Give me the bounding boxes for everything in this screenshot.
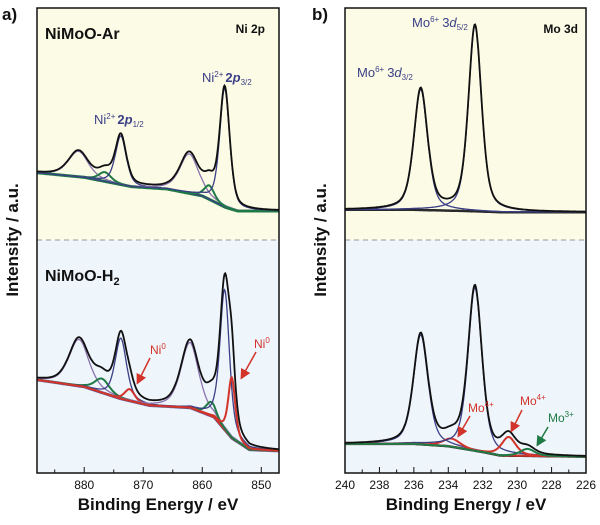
panel-a-y-axis-title: Intensity / a.u. [3,183,22,296]
peak-label-mo4-right: Mo4+ [520,393,546,408]
x-tick-label: 228 [542,478,562,492]
panel-b-x-axis-title: Binding Energy / eV [386,495,547,514]
fit-component-ni0-855 [36,376,279,452]
arrow-mo4-left [457,415,471,438]
sample-label-nimoo-h2: NiMoO-H2 [45,268,120,288]
panel-b: 240 238 236 234 232 230 228 226 b) Mo 3d Mo6+ 3d… [311,5,596,514]
sample-label-nimoo-ar: NiMoO-Ar [45,26,120,43]
x-tick-label: 880 [74,478,94,492]
peak-label-mo3: Mo3+ [548,410,574,425]
x-tick-label: 850 [251,478,271,492]
x-tick-label: 870 [133,478,153,492]
fit-component-mo3-229.4 [345,442,586,458]
x-tick-label: 232 [473,478,493,492]
x-tick-label: 238 [369,478,389,492]
arrow-ni0-right [240,351,257,380]
peak-label-mo6-3d52: Mo6+ 3d5/2 [412,15,468,32]
panel-a-label: a) [2,5,17,24]
panel-b-top-background [345,8,586,240]
x-tick-label: 236 [404,478,424,492]
panel-b-bottom-background [345,240,586,473]
peak-label-ni0-left: Ni0 [150,342,166,357]
arrow-mo4-right [510,409,523,433]
panel-a-curves [36,83,280,453]
arrow-mo3 [536,426,549,447]
x-tick-label: 240 [335,478,355,492]
peak-label-mo4-left: Mo4+ [468,400,494,415]
panel-a: 880 870 860 850 a) Ni 2p NiMoO-Ar NiMoO-H2 … [2,5,280,514]
panel-b-label: b) [312,5,328,24]
envelope-curve [345,23,586,213]
panel-b-title: Mo 3d [543,22,578,36]
x-tick-label: 860 [192,478,212,492]
panel-a-frame [36,7,280,474]
envelope-curve [37,83,280,211]
panel-a-x-axis-title: Binding Energy / eV [78,495,239,514]
peak-label-ni0-right: Ni0 [254,336,270,351]
panel-b-curves [345,23,587,458]
x-tick-label: 226 [576,478,596,492]
panel-a-title: Ni 2p [236,22,265,36]
envelope-curve [37,271,279,451]
panel-b-x-ticks: 240 238 236 234 232 230 228 226 [335,467,596,492]
x-tick-label: 234 [438,478,458,492]
panel-b-y-axis-title: Intensity / a.u. [311,183,330,296]
peak-label-ni2-2p12: Ni2+ 2p1/2 [94,112,144,129]
peak-label-mo6-3d32: Mo6+ 3d3/2 [357,65,413,82]
panel-a-x-ticks: 880 870 860 850 [54,467,272,492]
x-tick-label: 230 [507,478,527,492]
envelope-curve [345,283,586,457]
arrow-ni0-left [136,357,151,385]
peak-label-ni2-2p32: Ni2+ 2p3/2 [202,70,252,87]
